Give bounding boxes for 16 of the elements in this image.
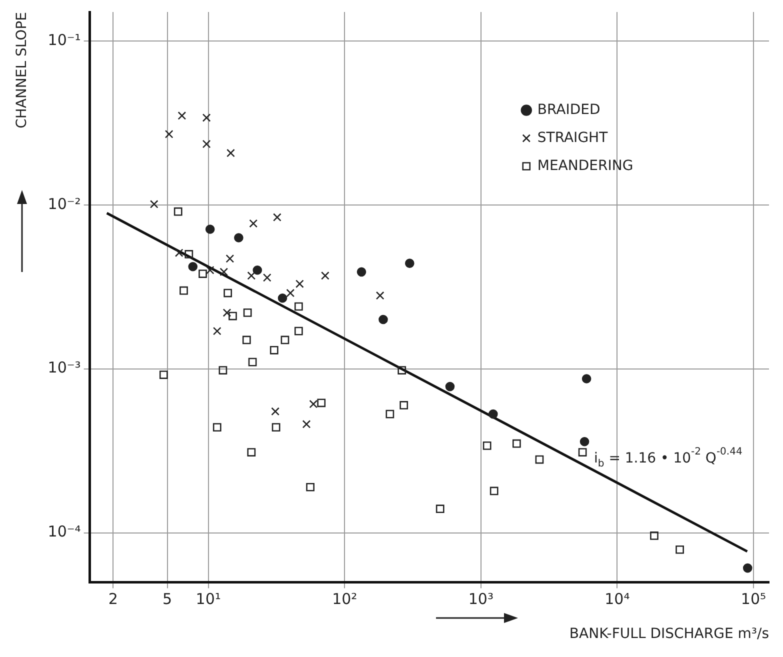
x-tick-label: 5 xyxy=(162,590,172,608)
x-tick-label: 2 xyxy=(108,590,118,608)
x-tick-label: 10⁴ xyxy=(604,590,630,608)
x-tick-label: 10¹ xyxy=(196,590,221,608)
x-axis-title: BANK-FULL DISCHARGE m³/s xyxy=(569,626,769,642)
legend-label: STRAIGHT xyxy=(537,130,608,146)
legend-label: MEANDERING xyxy=(537,158,634,174)
y-tick-label: 10⁻⁴ xyxy=(48,522,81,541)
x-tick-label: 10³ xyxy=(468,590,494,608)
x-tick-label: 10² xyxy=(332,590,358,608)
legend-label: BRAIDED xyxy=(537,102,600,118)
x-tick-label: 10⁵ xyxy=(740,590,766,608)
y-tick-label: 10⁻² xyxy=(48,194,81,213)
y-tick-label: 10⁻¹ xyxy=(48,30,81,49)
y-axis-title: CHANNEL SLOPE xyxy=(14,12,30,128)
y-tick-label: 10⁻³ xyxy=(48,358,81,377)
